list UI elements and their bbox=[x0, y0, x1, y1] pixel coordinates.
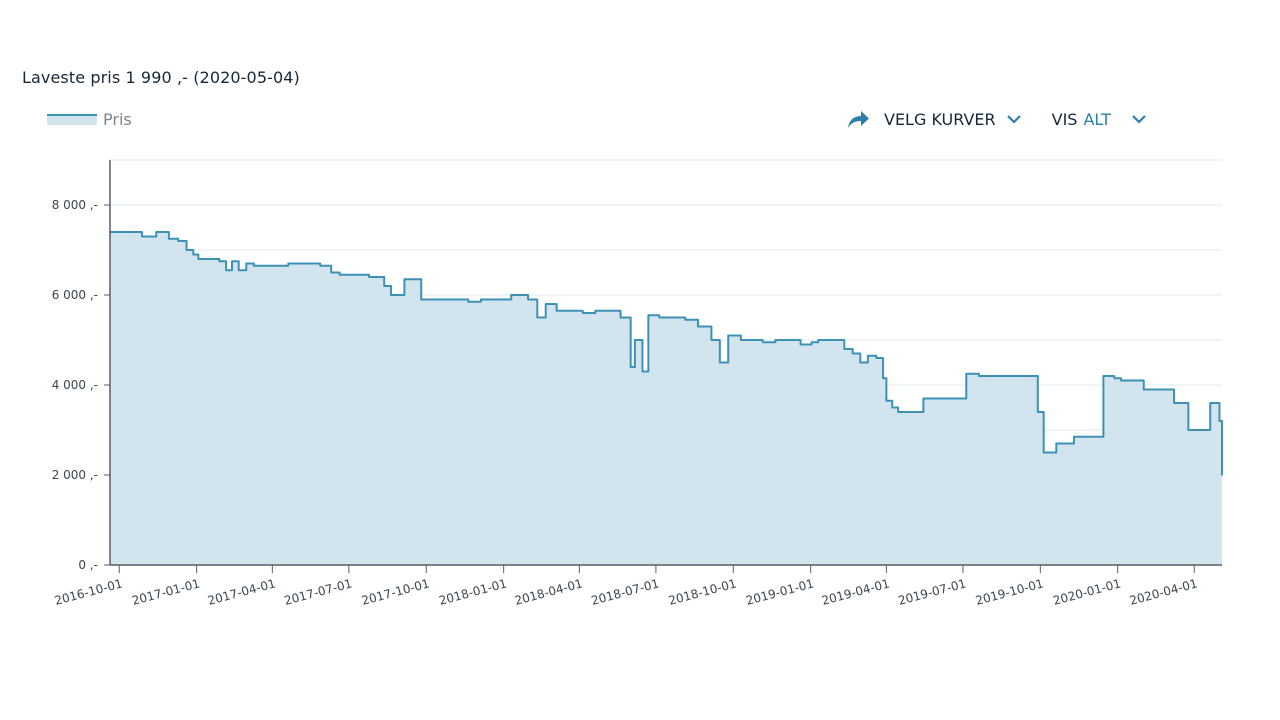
x-tick-label: 2018-01-01 bbox=[437, 576, 508, 608]
x-tick-label: 2018-04-01 bbox=[513, 576, 584, 608]
x-tick-label: 2019-07-01 bbox=[897, 576, 968, 608]
select-curves-label: VELG KURVER bbox=[884, 109, 996, 129]
x-tick-label: 2018-07-01 bbox=[590, 576, 661, 608]
x-tick-label: 2020-04-01 bbox=[1128, 576, 1199, 608]
show-value: ALT bbox=[1083, 109, 1111, 129]
show-range-dropdown[interactable]: VIS ALT bbox=[1052, 110, 1147, 129]
price-line[interactable] bbox=[110, 231, 1223, 476]
x-tick-label: 2017-07-01 bbox=[283, 576, 354, 608]
x-tick-label: 2016-10-01 bbox=[53, 576, 124, 608]
x-tick-label: 2019-04-01 bbox=[820, 576, 891, 608]
chart-legend[interactable]: Pris bbox=[47, 110, 132, 129]
y-tick-label: 8 000 ,- bbox=[52, 198, 98, 212]
share-arrow-icon bbox=[848, 111, 869, 128]
x-tick-label: 2019-01-01 bbox=[744, 576, 815, 608]
price-area-fill bbox=[110, 232, 1222, 565]
lowest-price-headline: Laveste pris 1 990 ,- (2020-05-04) bbox=[22, 68, 300, 87]
show-label: VIS bbox=[1051, 109, 1078, 129]
chevron-down-icon bbox=[1006, 115, 1021, 124]
y-tick-label: 6 000 ,- bbox=[52, 288, 98, 302]
y-tick-label: 2 000 ,- bbox=[52, 468, 98, 482]
x-tick-label: 2020-01-01 bbox=[1051, 576, 1122, 608]
chevron-down-icon bbox=[1132, 115, 1146, 124]
legend-label: Pris bbox=[103, 110, 132, 129]
x-tick-label: 2017-04-01 bbox=[206, 576, 277, 608]
x-tick-label: 2017-01-01 bbox=[130, 576, 201, 608]
x-tick-label: 2019-10-01 bbox=[974, 576, 1045, 608]
x-tick-label: 2018-10-01 bbox=[667, 576, 738, 608]
chart-controls: VELG KURVER VIS ALT bbox=[846, 108, 1147, 130]
y-tick-label: 4 000 ,- bbox=[52, 378, 98, 392]
legend-swatch bbox=[47, 114, 97, 125]
x-tick-label: 2017-10-01 bbox=[360, 576, 431, 608]
y-tick-label: 0 ,- bbox=[78, 558, 98, 572]
select-curves-button[interactable]: VELG KURVER bbox=[846, 108, 1022, 130]
